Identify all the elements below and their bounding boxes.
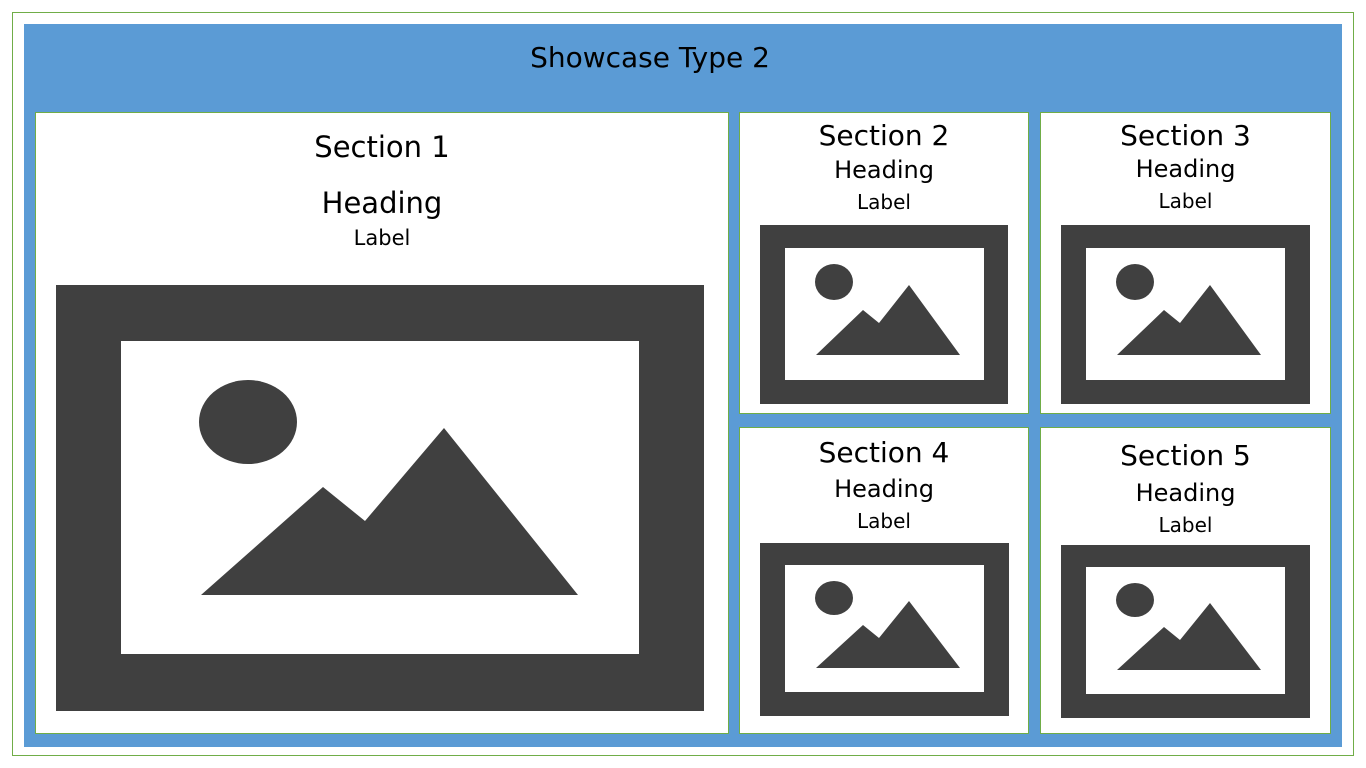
section-2-label: Label [740,190,1028,214]
section-2-heading: Heading [740,155,1028,185]
section-1-heading: Heading [36,185,728,221]
section-4-label: Label [740,509,1028,533]
section-5-image-placeholder-icon [1061,545,1310,718]
section-3-heading: Heading [1041,154,1330,184]
section-3-title: Section 3 [1041,119,1330,153]
section-2: Section 2 Heading Label [739,112,1029,414]
section-4-heading: Heading [740,474,1028,504]
section-3-image-placeholder-icon [1061,225,1310,404]
section-1-image-placeholder-icon [56,285,704,711]
section-1-label: Label [36,225,728,251]
section-5-heading: Heading [1041,478,1330,508]
section-3-label: Label [1041,189,1330,213]
section-1: Section 1 Heading Label [35,112,729,734]
showcase-title: Showcase Type 2 [24,38,1276,78]
section-1-title: Section 1 [36,129,728,165]
section-2-image-placeholder-icon [760,225,1008,404]
section-3: Section 3 Heading Label [1040,112,1331,414]
section-4: Section 4 Heading Label [739,427,1029,734]
section-5-title: Section 5 [1041,439,1330,473]
section-4-title: Section 4 [740,436,1028,470]
section-5: Section 5 Heading Label [1040,427,1331,734]
section-2-title: Section 2 [740,119,1028,153]
section-4-image-placeholder-icon [760,543,1009,716]
section-5-label: Label [1041,513,1330,537]
